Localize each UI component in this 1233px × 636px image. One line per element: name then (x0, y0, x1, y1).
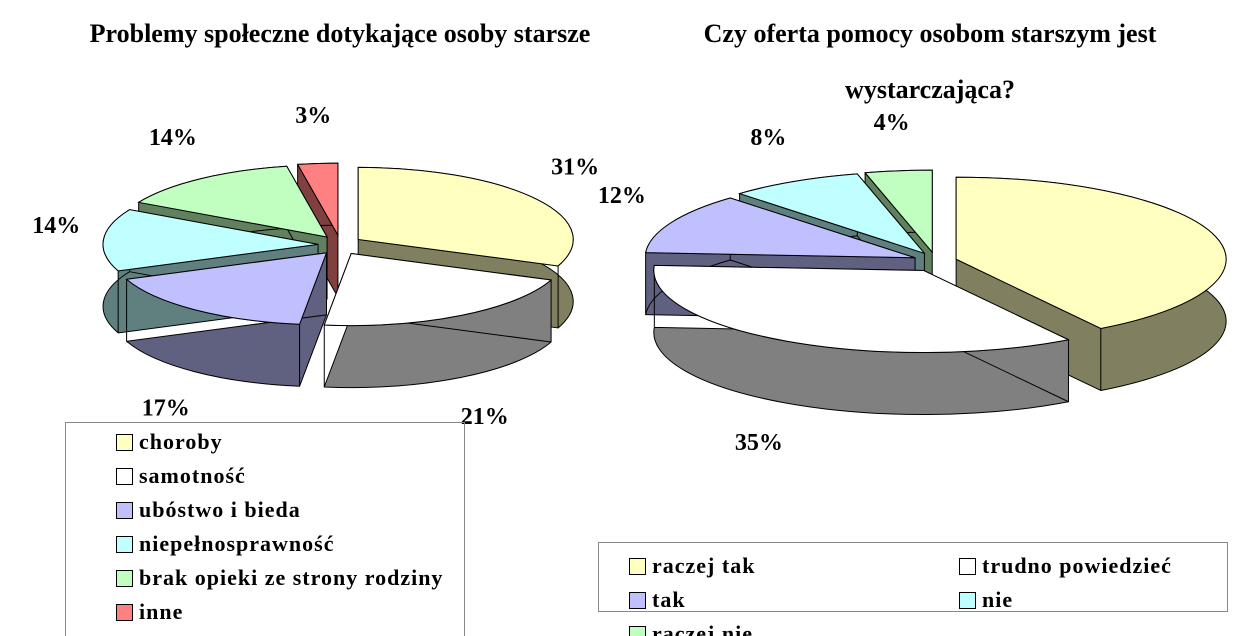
legend-swatch (959, 591, 976, 609)
data-label: 35% (735, 430, 783, 456)
legend-item: raczej tak (629, 549, 959, 583)
legend-item: niepełnosprawność (116, 527, 464, 561)
legend-swatch (116, 433, 133, 451)
legend-swatch (116, 467, 133, 485)
legend: choroby samotność ubóstwo i bieda niepełnos… (65, 422, 465, 636)
legend-swatch (629, 591, 646, 609)
legend: raczej tak trudno powiedzieć tak nie raczej … (598, 542, 1229, 636)
legend-item: nie (959, 583, 1229, 617)
slice (357, 166, 574, 267)
legend-item: choroby (116, 425, 464, 459)
legend-item: tak (629, 583, 959, 617)
legend-item: raczej nie (629, 617, 959, 636)
legend-swatch (116, 501, 133, 519)
slice (102, 209, 319, 272)
legend-swatch (629, 625, 646, 636)
legend-label: raczej tak (652, 553, 756, 578)
legend-swatch (116, 535, 133, 553)
data-label: 17% (142, 396, 190, 422)
legend-item: brak opieki ze strony rodziny (116, 561, 464, 595)
legend-item: inne (116, 595, 464, 629)
slice (864, 169, 933, 254)
legend-label: choroby (139, 429, 223, 454)
legend-label: trudno powiedzieć (982, 553, 1172, 578)
chart-title: Czy oferta pomocy osobom starszym jest w… (703, 19, 1157, 104)
chart-title: Problemy społeczne dotykające osoby star… (89, 19, 591, 48)
data-label: 12% (598, 183, 646, 209)
slice (323, 252, 553, 327)
data-label: 21% (461, 404, 509, 430)
slice (955, 176, 1227, 329)
legend-label: nie (982, 587, 1014, 612)
data-label: 14% (32, 213, 80, 239)
data-label: 8% (750, 125, 786, 151)
legend-label: niepełnosprawność (139, 531, 335, 556)
data-label: 3% (295, 103, 331, 129)
slice-group (125, 252, 328, 387)
legend-swatch (959, 557, 976, 575)
legend-swatch (116, 569, 133, 587)
slice (296, 162, 339, 238)
slice-group (323, 252, 553, 389)
slice (137, 165, 329, 238)
slice (125, 252, 328, 325)
legend-label: ubóstwo i bieda (139, 497, 301, 522)
legend-item: ubóstwo i bieda (116, 493, 464, 527)
slice-group (653, 264, 1071, 416)
legend-label: samotność (139, 463, 246, 488)
slice (737, 173, 926, 255)
legend-swatch (629, 557, 646, 575)
data-label: 14% (149, 125, 197, 151)
data-label: 4% (874, 110, 910, 136)
legend-label: tak (652, 587, 686, 612)
slice (653, 264, 1071, 354)
legend-swatch (116, 603, 133, 621)
legend-label: inne (139, 599, 184, 624)
legend-item: trudno powiedzieć (959, 549, 1229, 583)
legend-label: brak opieki ze strony rodziny (139, 565, 444, 590)
slice (645, 197, 916, 259)
legend-item: samotność (116, 459, 464, 493)
legend-label: raczej nie (652, 621, 753, 636)
data-label: 31% (551, 154, 599, 180)
